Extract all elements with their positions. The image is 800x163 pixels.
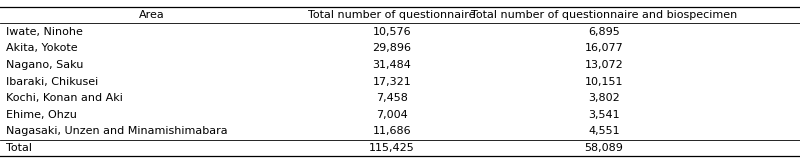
Text: Kochi, Konan and Aki: Kochi, Konan and Aki (6, 93, 123, 103)
Text: 58,089: 58,089 (585, 143, 623, 153)
Text: 11,686: 11,686 (373, 126, 411, 136)
Text: Iwate, Ninohe: Iwate, Ninohe (6, 27, 83, 37)
Text: 10,576: 10,576 (373, 27, 411, 37)
Text: Total number of questionnaire: Total number of questionnaire (308, 10, 476, 20)
Text: 17,321: 17,321 (373, 76, 411, 87)
Text: Total number of questionnaire and biospecimen: Total number of questionnaire and biospe… (471, 10, 737, 20)
Text: Ibaraki, Chikusei: Ibaraki, Chikusei (6, 76, 98, 87)
Text: 31,484: 31,484 (373, 60, 411, 70)
Text: 7,458: 7,458 (376, 93, 408, 103)
Text: Nagasaki, Unzen and Minamishimabara: Nagasaki, Unzen and Minamishimabara (6, 126, 228, 136)
Text: 3,541: 3,541 (588, 110, 620, 120)
Text: 7,004: 7,004 (376, 110, 408, 120)
Text: Total: Total (6, 143, 32, 153)
Text: 3,802: 3,802 (588, 93, 620, 103)
Text: 10,151: 10,151 (585, 76, 623, 87)
Text: 6,895: 6,895 (588, 27, 620, 37)
Text: 13,072: 13,072 (585, 60, 623, 70)
Text: Nagano, Saku: Nagano, Saku (6, 60, 84, 70)
Text: 4,551: 4,551 (588, 126, 620, 136)
Text: Area: Area (139, 10, 165, 20)
Text: Akita, Yokote: Akita, Yokote (6, 43, 78, 53)
Text: 16,077: 16,077 (585, 43, 623, 53)
Text: Ehime, Ohzu: Ehime, Ohzu (6, 110, 78, 120)
Text: 115,425: 115,425 (369, 143, 415, 153)
Text: 29,896: 29,896 (373, 43, 411, 53)
